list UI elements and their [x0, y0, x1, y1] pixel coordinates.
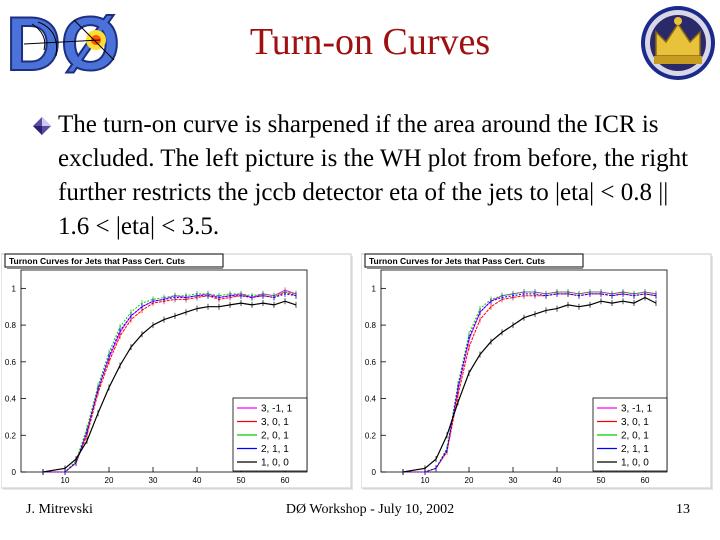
chart1-xtick-label: 30 [149, 476, 158, 485]
dzero-logo: DØ [5, 4, 121, 78]
chart2-legend-label: 3, 0, 1 [621, 417, 649, 428]
chart1-xtick-label: 20 [105, 476, 114, 485]
chart1-legend-label: 3, -1, 1 [261, 404, 293, 415]
chart2-legend-label: 2, 0, 1 [621, 431, 649, 442]
chart2-ytick-label: 0.4 [365, 395, 377, 404]
chart1-title: Turnon Curves for Jets that Pass Cert. C… [9, 256, 185, 266]
chart2-legend-label: 3, -1, 1 [621, 404, 653, 415]
chart2-xtick-label: 50 [597, 476, 606, 485]
bullet-text: The turn-on curve is sharpened if the ar… [58, 111, 689, 240]
turnon-chart-right: Turnon Curves for Jets that Pass Cert. C… [361, 253, 713, 490]
diamond-bullet-icon [33, 117, 51, 135]
chart2-legend-label: 1, 0, 0 [621, 458, 649, 469]
chart1-ytick-label: 0.2 [5, 431, 17, 440]
chart1-xtick-label: 10 [61, 476, 70, 485]
chart1-legend-label: 2, 1, 1 [261, 444, 289, 455]
footer-page-number: 13 [676, 502, 690, 517]
chart1-legend-label: 1, 0, 0 [261, 458, 289, 469]
chart1-ytick-label: 0.6 [5, 358, 17, 367]
chart1-ytick-label: 1 [12, 284, 17, 293]
chart2-xtick-label: 60 [641, 476, 650, 485]
logo-tracks [23, 19, 115, 61]
chart1-xtick-label: 60 [281, 476, 290, 485]
chart2-xtick-label: 20 [465, 476, 474, 485]
chart2-ytick-label: 0.8 [365, 321, 377, 330]
chart1-xtick-label: 40 [193, 476, 202, 485]
chart2-title: Turnon Curves for Jets that Pass Cert. C… [369, 256, 545, 266]
chart1-ytick-label: 0.4 [5, 395, 17, 404]
chart2-legend-label: 2, 1, 1 [621, 444, 649, 455]
chart2-xtick-label: 40 [553, 476, 562, 485]
chart2-ytick-label: 0.6 [365, 358, 377, 367]
footer-author: J. Mitrevski [26, 502, 93, 517]
chart1-legend-label: 2, 0, 1 [261, 431, 289, 442]
chart1-xtick-label: 50 [237, 476, 246, 485]
chart1-title-shadow [7, 267, 223, 269]
chart1-ytick-label: 0 [12, 468, 17, 477]
chart1-legend-label: 3, 0, 1 [261, 417, 289, 428]
chart2-xtick-label: 30 [509, 476, 518, 485]
chart2-xtick-label: 10 [421, 476, 430, 485]
chart2-ytick-label: 0.2 [365, 431, 377, 440]
chart1-ytick-label: 0.8 [5, 321, 17, 330]
slide-title: Turn-on Curves [249, 21, 491, 63]
crown-seal-logo [641, 6, 715, 80]
chart2-title-shadow [367, 267, 583, 269]
chart2-ytick-label: 1 [372, 284, 377, 293]
turnon-chart-left: Turnon Curves for Jets that Pass Cert. C… [1, 253, 353, 490]
chart2-ytick-label: 0 [372, 468, 377, 477]
footer-event: DØ Workshop - July 10, 2002 [285, 502, 455, 517]
